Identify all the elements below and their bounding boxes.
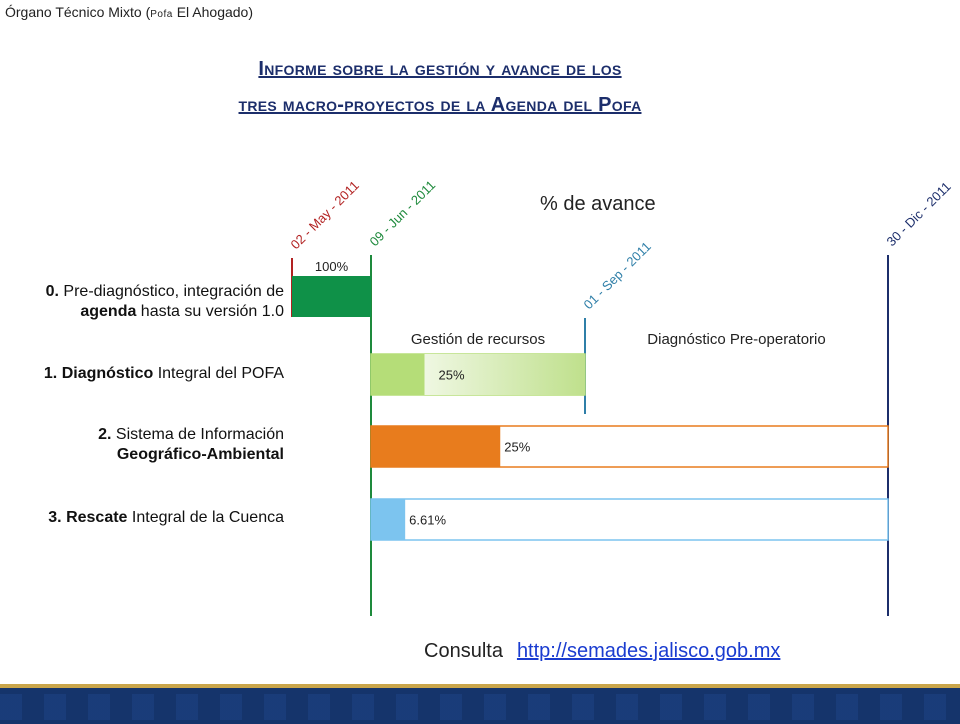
task-2-progress-label: 25% (504, 440, 530, 455)
milestone-label-3: 30 - Dic - 2011 (884, 179, 954, 249)
phase-label-1: Diagnóstico Pre-operatorio (647, 331, 825, 348)
task-3-progress-label: 6.61% (409, 513, 446, 528)
task-label-2: 2. Sistema de Información Geográfico-Amb… (98, 426, 284, 463)
milestone-label-2: 01 - Sep - 2011 (581, 239, 654, 312)
bottom-band (0, 684, 960, 724)
milestone-label-1: 09 - Jun - 2011 (367, 177, 439, 249)
page-title-line1: Informe sobre la gestión y avance de los (258, 58, 622, 80)
phase-label-0: Gestión de recursos (411, 331, 545, 348)
task-label-3: 3. Rescate Integral de la Cuenca (48, 509, 284, 526)
footer: Consulta http://semades.jalisco.gob.mx (424, 640, 780, 663)
task-3-outline (370, 498, 889, 541)
task-3-progress-bar (371, 499, 406, 540)
task-1-progress-bar (371, 354, 425, 395)
header-text: Órgano Técnico Mixto (Pofa El Ahogado) (5, 4, 253, 20)
task-0-progress-label: 100% (315, 259, 349, 274)
page-title-line2: tres macro-proyectos de la Agenda del Po… (238, 94, 642, 116)
task-1-progress-label: 25% (439, 368, 465, 383)
footer-label: Consulta (424, 640, 503, 662)
task-0-progress-bar (292, 276, 371, 317)
task-label-1: 1. Diagnóstico Integral del POFA (43, 365, 284, 382)
footer-link[interactable]: http://semades.jalisco.gob.mx (516, 640, 781, 662)
chart-title: % de avance (540, 193, 656, 215)
task-2-progress-bar (371, 426, 501, 467)
milestone-label-0: 02 - May - 2011 (288, 178, 362, 252)
task-label-0: 0. Pre-diagnóstico, integración de agend… (45, 283, 284, 320)
